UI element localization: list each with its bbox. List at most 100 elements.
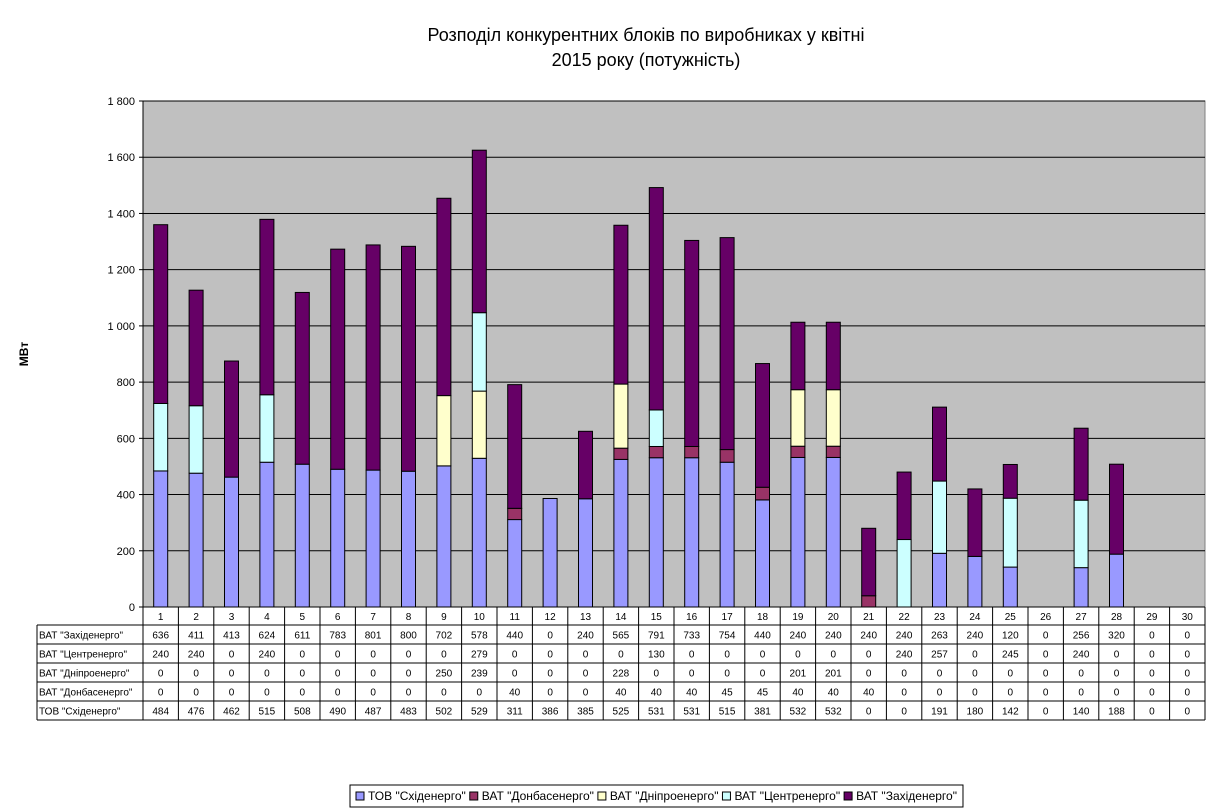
- table-cell: 490: [329, 707, 346, 718]
- bar-segment: [613, 447, 629, 460]
- bar-segment: [790, 389, 806, 447]
- table-cell: 0: [229, 650, 235, 661]
- bars: [153, 149, 1124, 608]
- bar-segment: [825, 445, 841, 458]
- x-tick-label: 21: [863, 612, 875, 623]
- x-tick-label: 14: [615, 612, 627, 623]
- table-cell: 0: [901, 707, 907, 718]
- x-tick-label: 30: [1182, 612, 1194, 623]
- table-cell: 476: [188, 707, 205, 718]
- bar-segment: [932, 406, 947, 482]
- table-cell: 0: [724, 669, 730, 680]
- bar-segment: [153, 470, 169, 608]
- bar-segment: [755, 363, 770, 488]
- table-cell: 0: [335, 650, 341, 661]
- table-cell: 529: [471, 707, 488, 718]
- table-cell: 240: [790, 631, 807, 642]
- bar-segment: [613, 458, 629, 608]
- table-cell: 320: [1108, 631, 1125, 642]
- table-cell: 263: [931, 631, 948, 642]
- bar-segment: [188, 405, 204, 474]
- table-cell: 791: [648, 631, 665, 642]
- table-cell: 0: [583, 688, 589, 699]
- table-cell: 188: [1108, 707, 1125, 718]
- bar-segment: [1073, 427, 1089, 501]
- bar-segment: [755, 499, 770, 608]
- x-tick-label: 11: [510, 612, 521, 623]
- table-cell: 0: [1185, 650, 1191, 661]
- table-cell: 532: [825, 707, 842, 718]
- table-cell: 0: [972, 650, 978, 661]
- table-cell: 191: [931, 707, 948, 718]
- bar-segment: [259, 394, 275, 463]
- table-cell: 0: [477, 688, 483, 699]
- y-tick-label: 800: [117, 377, 135, 389]
- bar-segment: [259, 461, 275, 608]
- legend-swatch: [721, 791, 731, 801]
- bar-segment: [294, 463, 310, 608]
- bar-segment: [967, 488, 983, 557]
- table-cell: 502: [436, 707, 453, 718]
- legend-label: ВАТ "Західенерго": [856, 789, 957, 803]
- table-cell: 0: [229, 669, 235, 680]
- bar-segment: [932, 552, 947, 608]
- legend-box: [349, 784, 964, 808]
- table-row-label: ВАТ "Центренерго": [39, 650, 127, 661]
- x-tick-label: 2: [193, 612, 199, 623]
- bar-segment: [932, 480, 947, 554]
- table-cell: 257: [931, 650, 948, 661]
- table-cell: 0: [370, 650, 376, 661]
- table-cell: 0: [1043, 669, 1049, 680]
- table-cell: 0: [300, 669, 306, 680]
- table-cell: 0: [406, 688, 412, 699]
- table-cell: 0: [370, 669, 376, 680]
- table-cell: 515: [719, 707, 736, 718]
- table-cell: 130: [648, 650, 665, 661]
- table-cell: 578: [471, 631, 488, 642]
- table-cell: 0: [1008, 669, 1014, 680]
- y-tick-label: 1 400: [107, 208, 135, 220]
- table-cell: 0: [760, 650, 766, 661]
- bar-segment: [613, 383, 629, 449]
- bar-segment: [790, 456, 806, 608]
- chart-title-line2: 2015 року (потужність): [552, 50, 741, 70]
- table-cell: 733: [683, 631, 700, 642]
- table-cell: 411: [188, 631, 204, 642]
- table-cell: 440: [754, 631, 771, 642]
- bar-segment: [188, 289, 204, 407]
- table-cell: 0: [193, 688, 199, 699]
- x-tick-label: 20: [828, 612, 840, 623]
- table-cell: 0: [1078, 669, 1084, 680]
- table-cell: 0: [1114, 688, 1120, 699]
- table-cell: 240: [577, 631, 594, 642]
- table-cell: 440: [506, 631, 523, 642]
- table-cell: 0: [441, 650, 447, 661]
- bar-segment: [330, 468, 346, 608]
- table-cell: 239: [471, 669, 488, 680]
- table-cell: 0: [1185, 707, 1191, 718]
- x-tick-label: 12: [545, 612, 557, 623]
- table-cell: 508: [294, 707, 311, 718]
- table-cell: 0: [547, 650, 553, 661]
- table-cell: 311: [507, 707, 523, 718]
- table-cell: 0: [264, 688, 270, 699]
- table-cell: 40: [615, 688, 627, 699]
- table-cell: 245: [1002, 650, 1019, 661]
- x-tick-label: 7: [370, 612, 376, 623]
- table-cell: 45: [757, 688, 769, 699]
- bar-segment: [507, 384, 523, 509]
- table-cell: 142: [1002, 707, 1019, 718]
- table-cell: 0: [1185, 631, 1191, 642]
- table-cell: 385: [577, 707, 594, 718]
- table-cell: 0: [547, 631, 553, 642]
- bar-segment: [224, 476, 239, 608]
- legend: ТОВ "Східенерго" ВАТ "Донбасенерго" ВАТ "Д…: [349, 784, 964, 808]
- table-cell: 754: [719, 631, 736, 642]
- x-tick-label: 29: [1146, 612, 1158, 623]
- bar-segment: [1073, 499, 1089, 569]
- table-row-label: ВАТ "Західенерго": [39, 631, 124, 642]
- table-cell: 40: [863, 688, 875, 699]
- x-tick-label: 13: [580, 612, 592, 623]
- table-cell: 0: [937, 688, 943, 699]
- table-cell: 0: [1149, 669, 1155, 680]
